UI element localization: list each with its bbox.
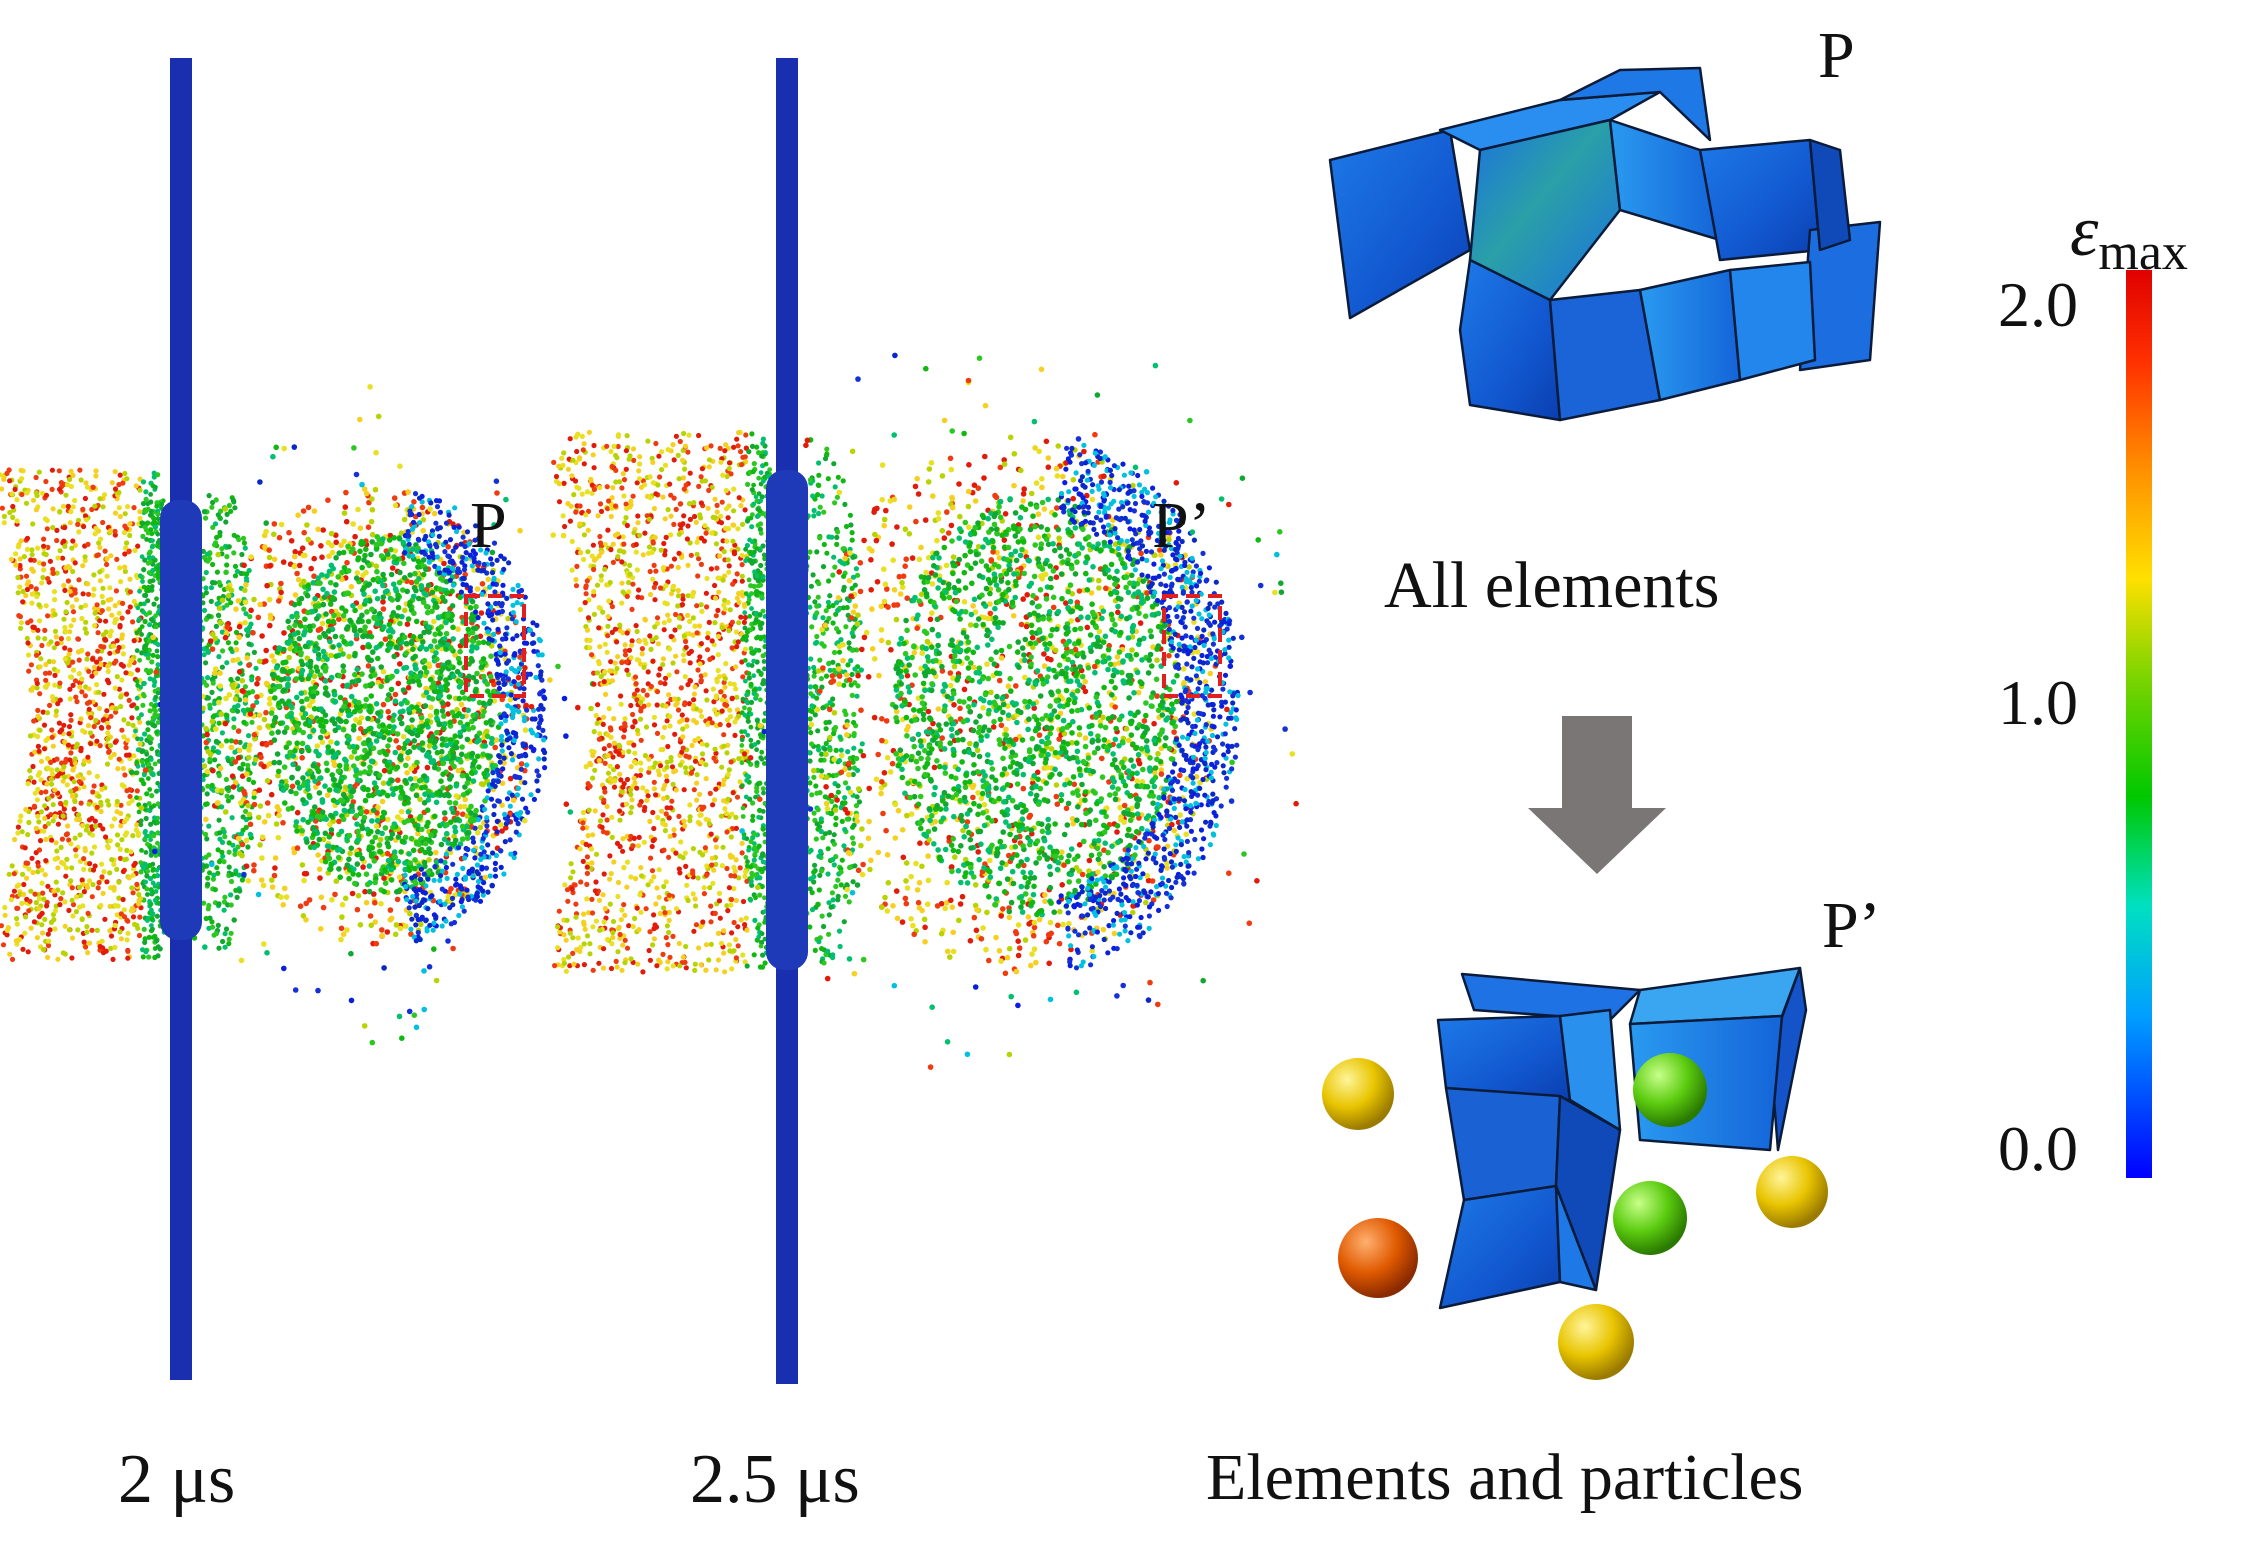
particle-yellow (1558, 1304, 1634, 1380)
element-cluster-elements-and-particles (1436, 966, 1808, 1310)
plate-bulge-2us (160, 500, 202, 940)
particle-green (1613, 1181, 1687, 1255)
panel-2-5us (551, 58, 1299, 1384)
highlight-box-2us (464, 594, 526, 698)
particle-cloud-2us (0, 384, 604, 1046)
point-label-Pprime-bottom: P’ (1822, 889, 1881, 962)
colorbar-tick: 2.0 (1998, 269, 2078, 340)
caption-all-elements: All elements (1384, 549, 1720, 622)
particle-yellow (1756, 1156, 1828, 1228)
particle-orange (1338, 1218, 1418, 1298)
highlight-box-2-5us (1162, 594, 1222, 698)
colorbar (2126, 270, 2152, 1178)
colorbar-subscript: max (2098, 224, 2188, 281)
caption-elements-and-particles: Elements and particles (1206, 1441, 1804, 1514)
panel-2us (0, 58, 604, 1380)
down-arrow-icon (1528, 716, 1666, 874)
colorbar-symbol: ε (2070, 191, 2099, 271)
colorbar-tick: 0.0 (1998, 1113, 2078, 1184)
element-cluster-all-elements (1328, 66, 1882, 422)
particles (1322, 1053, 1828, 1380)
particle-yellow (1322, 1058, 1394, 1130)
time-label-2us: 2 μs (118, 1441, 236, 1518)
particle-green (1633, 1053, 1707, 1127)
colorbar-tick: 1.0 (1998, 667, 2078, 738)
colorbar-title: εmax (2070, 190, 2188, 282)
particle-cloud-2-5us (551, 352, 1299, 1070)
point-label-P-top: P (1818, 19, 1855, 92)
point-label-P-2us: P (470, 489, 507, 562)
plate-bulge-2-5us (766, 470, 808, 970)
time-label-2-5us: 2.5 μs (690, 1441, 860, 1518)
point-label-Pprime-2-5us: P’ (1152, 489, 1211, 562)
